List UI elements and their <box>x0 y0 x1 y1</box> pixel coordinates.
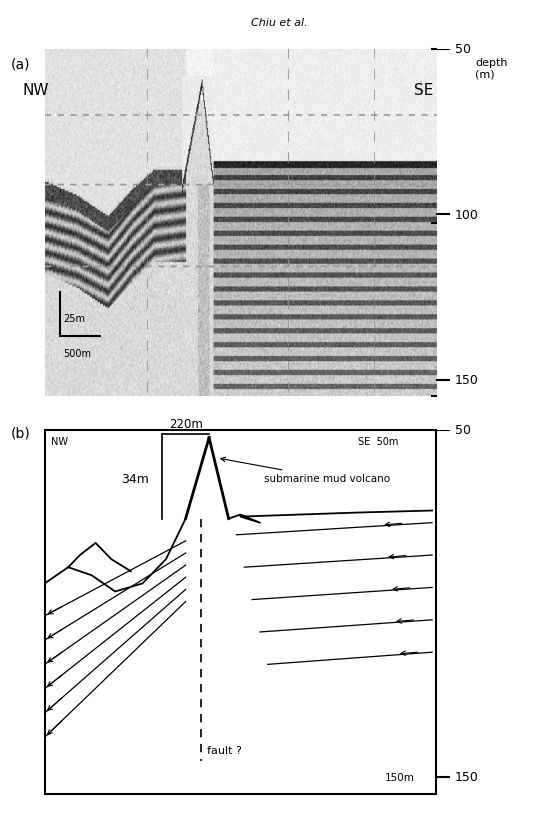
Text: (a): (a) <box>11 58 31 72</box>
Text: fault ?: fault ? <box>207 745 242 755</box>
Text: NW: NW <box>50 436 68 446</box>
Text: 34m: 34m <box>121 472 149 485</box>
Text: 150: 150 <box>455 374 479 387</box>
Text: 50: 50 <box>455 423 471 437</box>
Text: NW: NW <box>22 83 49 98</box>
Text: 500m: 500m <box>64 348 92 358</box>
Text: 220m: 220m <box>169 418 202 431</box>
Text: 50: 50 <box>455 43 471 56</box>
Text: 150m: 150m <box>385 772 415 782</box>
Text: submarine mud volcano: submarine mud volcano <box>221 457 390 484</box>
Text: 100: 100 <box>455 208 479 222</box>
Text: SE  50m: SE 50m <box>358 436 398 446</box>
Text: depth
(m): depth (m) <box>475 58 508 79</box>
Text: 150: 150 <box>455 770 479 783</box>
Text: Chiu et al.: Chiu et al. <box>251 18 308 28</box>
Text: 25m: 25m <box>64 313 86 324</box>
Text: (b): (b) <box>11 426 31 440</box>
Text: SE: SE <box>414 83 433 98</box>
